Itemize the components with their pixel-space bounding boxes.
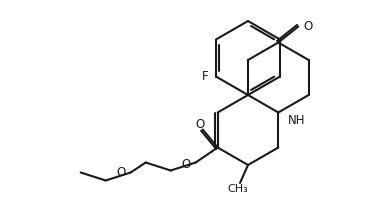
Text: NH: NH bbox=[288, 114, 306, 127]
Text: O: O bbox=[116, 166, 126, 179]
Text: O: O bbox=[182, 158, 191, 171]
Text: CH₃: CH₃ bbox=[228, 184, 249, 194]
Text: O: O bbox=[195, 118, 204, 131]
Text: O: O bbox=[303, 20, 313, 33]
Text: F: F bbox=[202, 70, 209, 83]
